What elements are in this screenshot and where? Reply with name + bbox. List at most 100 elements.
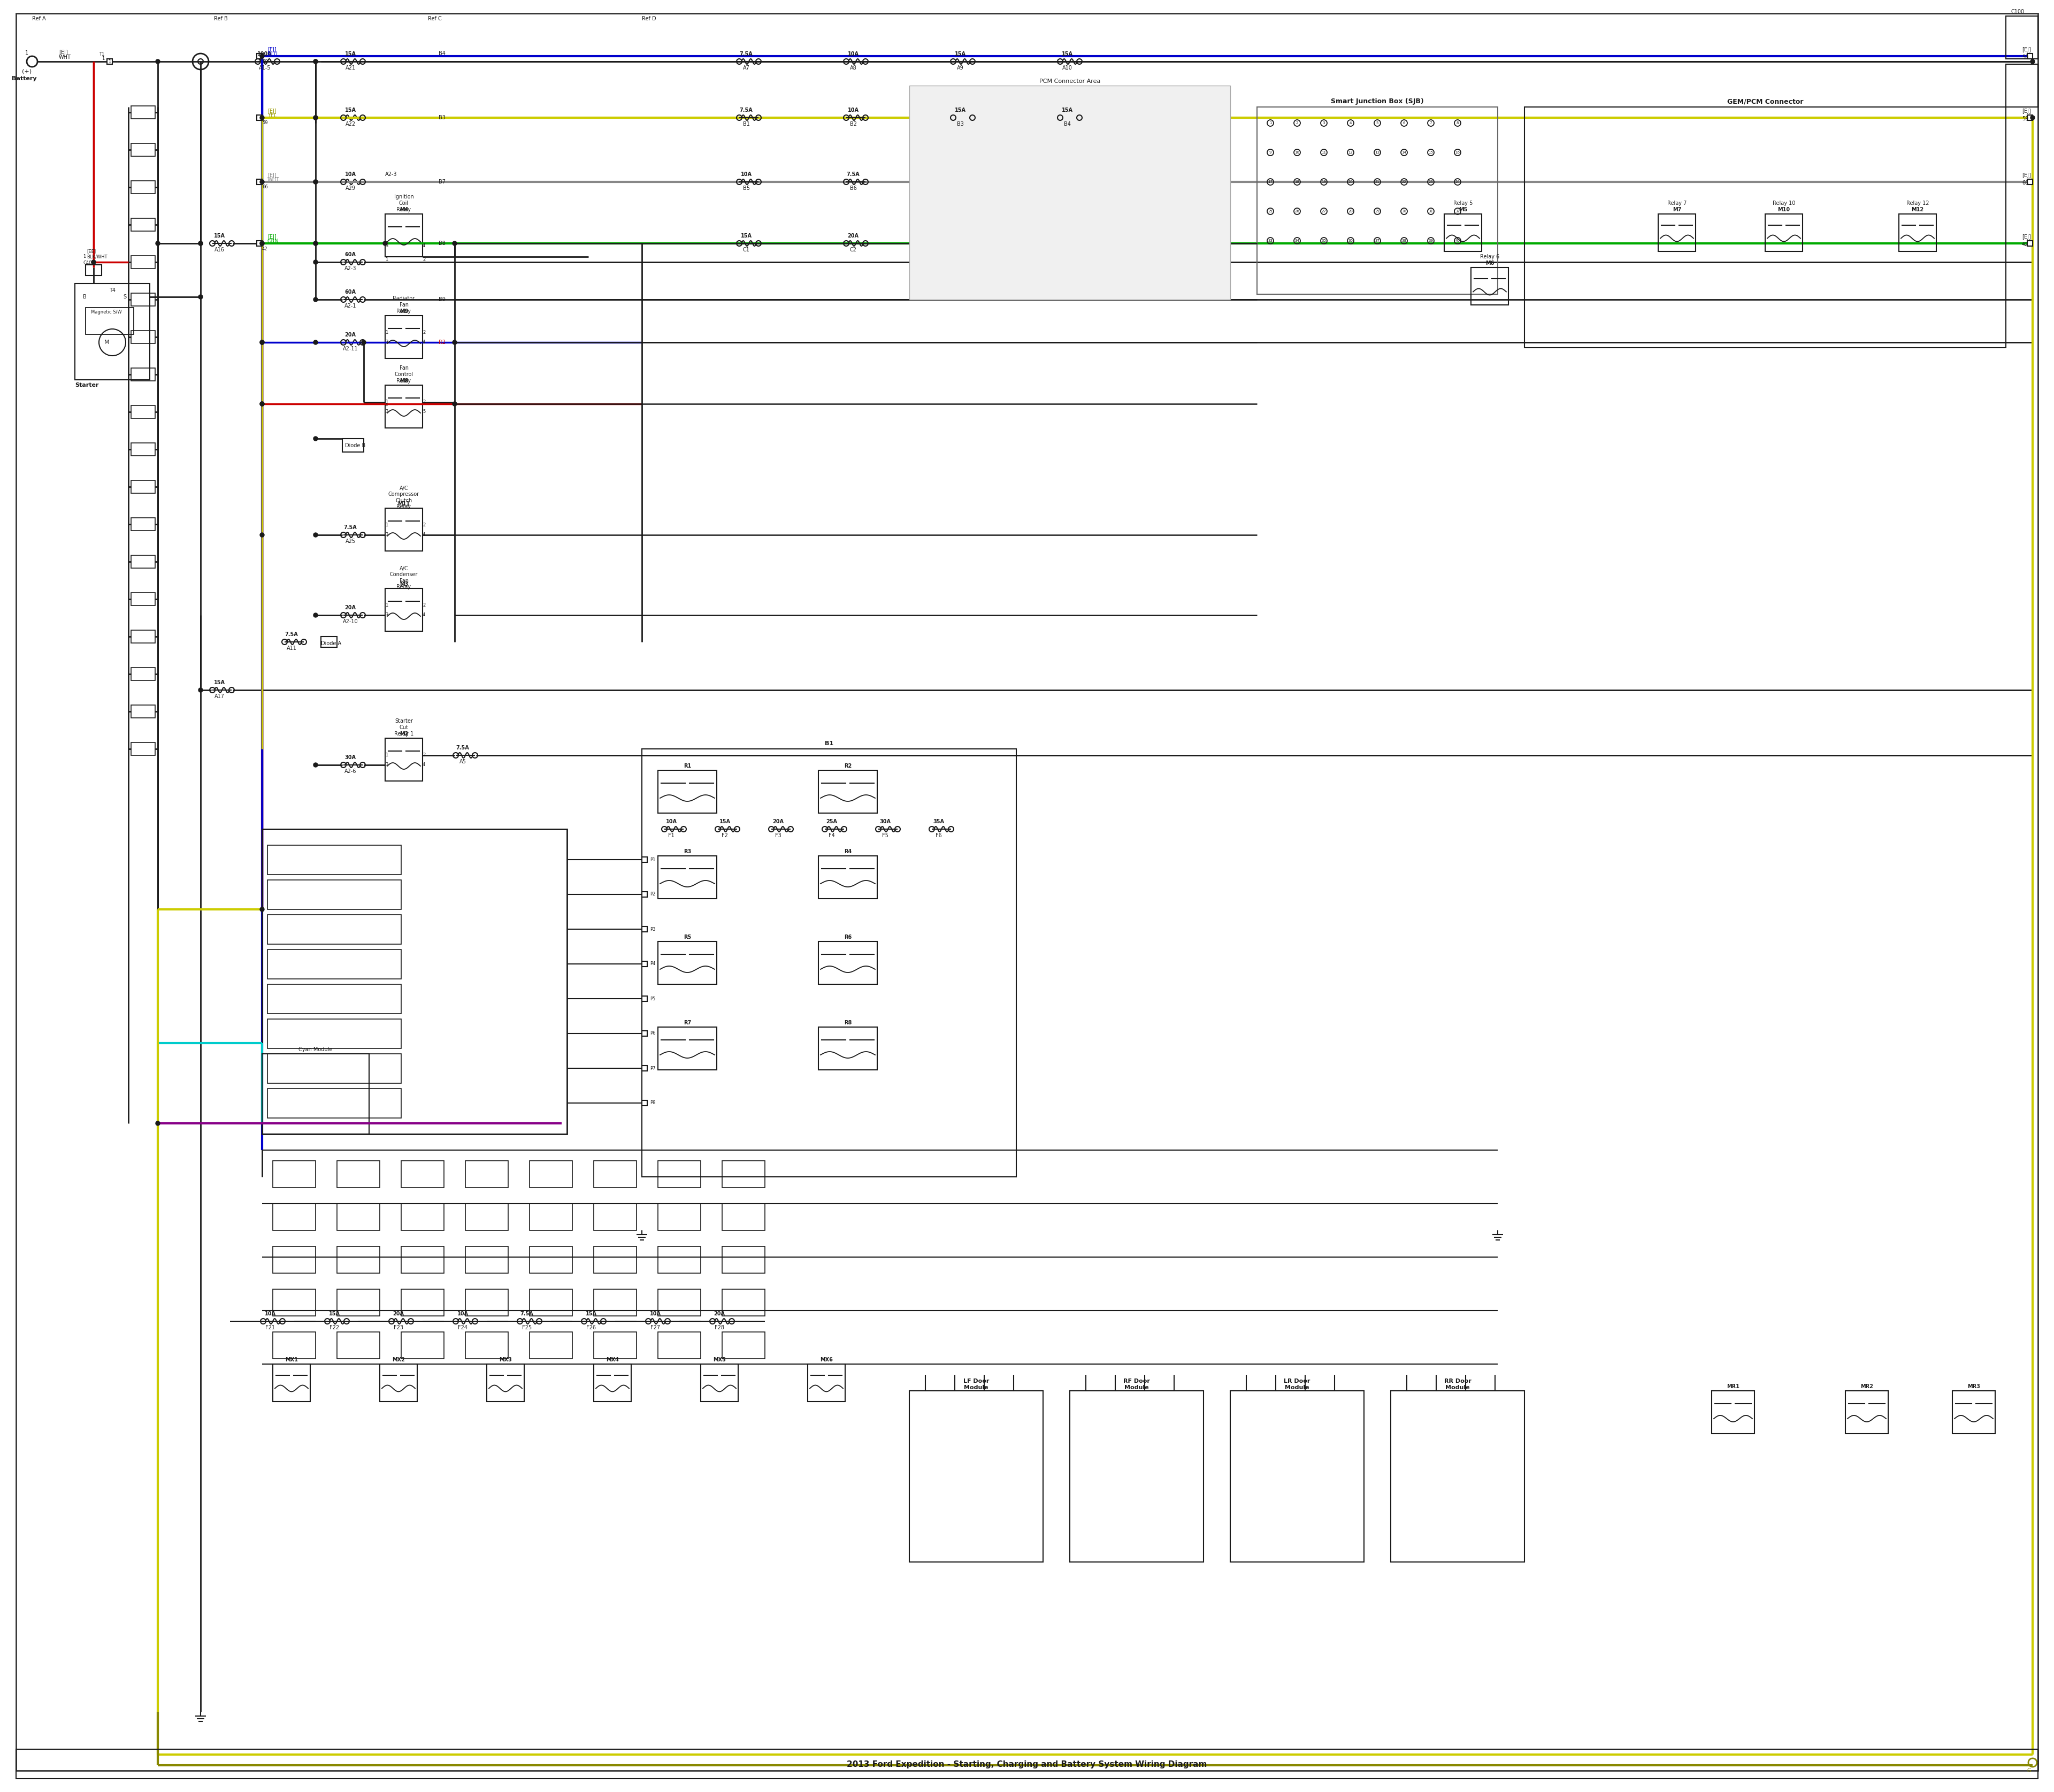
Bar xyxy=(386,385,423,428)
Text: 42: 42 xyxy=(263,246,267,251)
Circle shape xyxy=(314,532,318,538)
Text: A8: A8 xyxy=(850,65,857,70)
Circle shape xyxy=(314,763,318,767)
Bar xyxy=(267,846,401,874)
Text: BLU: BLU xyxy=(267,52,277,57)
Text: [EJ]: [EJ] xyxy=(267,109,277,115)
Bar xyxy=(131,405,156,418)
Text: 15A: 15A xyxy=(1062,108,1072,113)
Bar xyxy=(723,1331,764,1358)
Bar xyxy=(1471,267,1508,305)
Text: 40: 40 xyxy=(1454,238,1460,242)
Text: M9: M9 xyxy=(398,308,409,314)
Bar xyxy=(657,857,717,898)
Circle shape xyxy=(261,907,265,912)
Text: 28: 28 xyxy=(1347,210,1354,213)
Text: F6: F6 xyxy=(937,833,943,839)
Text: Radiator
Fan
Relay: Radiator Fan Relay xyxy=(392,296,415,314)
Text: 6: 6 xyxy=(1403,122,1405,125)
Text: M5: M5 xyxy=(1458,208,1467,213)
Text: WHT: WHT xyxy=(60,54,72,59)
Text: 4: 4 xyxy=(386,403,388,409)
Bar xyxy=(466,1247,507,1272)
Bar xyxy=(257,240,263,246)
Text: 31: 31 xyxy=(1428,210,1434,213)
Text: B1: B1 xyxy=(744,122,750,127)
Text: 10A: 10A xyxy=(265,1312,275,1317)
Text: [EJ]: [EJ] xyxy=(2021,235,2031,240)
Text: 33: 33 xyxy=(1267,238,1273,242)
Text: 15A: 15A xyxy=(719,819,731,824)
Bar xyxy=(401,1288,444,1315)
Text: R3: R3 xyxy=(684,849,690,855)
Bar xyxy=(337,1204,380,1231)
Text: 7.5A: 7.5A xyxy=(739,108,754,113)
Text: M: M xyxy=(105,340,109,346)
Text: 4: 4 xyxy=(423,613,425,618)
Bar xyxy=(910,1391,1043,1563)
Text: 15: 15 xyxy=(1428,151,1434,154)
Text: A22: A22 xyxy=(345,122,355,127)
Text: P6: P6 xyxy=(649,1030,655,1036)
Bar xyxy=(131,742,156,754)
Text: 15A: 15A xyxy=(741,233,752,238)
Bar xyxy=(594,1331,637,1358)
Text: 14: 14 xyxy=(1401,151,1407,154)
Bar xyxy=(1898,213,1937,251)
Bar xyxy=(657,1161,700,1188)
Text: 1: 1 xyxy=(386,330,388,335)
Text: 1: 1 xyxy=(109,59,111,65)
Circle shape xyxy=(261,242,265,246)
Bar xyxy=(401,1331,444,1358)
Text: GRN: GRN xyxy=(267,238,279,244)
Text: F4: F4 xyxy=(828,833,834,839)
Circle shape xyxy=(199,688,203,692)
Text: 4: 4 xyxy=(1349,122,1352,125)
Text: 15A: 15A xyxy=(214,233,226,238)
Text: B4: B4 xyxy=(1064,122,1070,127)
Text: 7.5A: 7.5A xyxy=(520,1312,534,1317)
Circle shape xyxy=(314,242,318,246)
Bar xyxy=(401,1161,444,1188)
Bar xyxy=(267,950,401,978)
Text: 32: 32 xyxy=(1454,210,1460,213)
Text: F5: F5 xyxy=(881,833,889,839)
Text: 15A: 15A xyxy=(345,108,355,113)
Bar xyxy=(16,1749,2038,1779)
Bar xyxy=(2007,65,2038,108)
Text: C1: C1 xyxy=(744,247,750,253)
Text: [EE]
BLK/WHT: [EE] BLK/WHT xyxy=(86,249,107,260)
Bar xyxy=(131,704,156,719)
Text: 15A: 15A xyxy=(955,52,965,57)
Text: Relay 12: Relay 12 xyxy=(1906,201,1929,206)
Text: A25: A25 xyxy=(345,539,355,545)
Text: 7.5A: 7.5A xyxy=(739,52,754,57)
Circle shape xyxy=(452,401,456,407)
Text: 3: 3 xyxy=(386,410,388,414)
Text: Ref B: Ref B xyxy=(214,16,228,22)
Text: F26: F26 xyxy=(585,1324,596,1330)
Text: 7: 7 xyxy=(1430,122,1432,125)
Text: T4: T4 xyxy=(109,289,115,294)
Text: Diode A: Diode A xyxy=(320,642,341,647)
Text: MX2: MX2 xyxy=(392,1357,405,1362)
Text: A/C
Condenser
Fan
Relay: A/C Condenser Fan Relay xyxy=(390,566,417,590)
Bar xyxy=(530,1331,573,1358)
Bar xyxy=(641,892,647,898)
Text: 13: 13 xyxy=(1374,151,1380,154)
Text: 7.5A: 7.5A xyxy=(286,633,298,638)
Bar xyxy=(1391,1391,1524,1563)
Circle shape xyxy=(199,242,203,246)
Bar xyxy=(257,179,263,185)
Bar xyxy=(273,1161,316,1188)
Text: 9: 9 xyxy=(1269,151,1271,154)
Text: A/C
Compressor
Clutch
Relay: A/C Compressor Clutch Relay xyxy=(388,486,419,509)
Circle shape xyxy=(314,179,318,185)
Bar xyxy=(641,961,647,966)
Text: [EJ]: [EJ] xyxy=(2021,47,2031,52)
Bar xyxy=(817,941,877,984)
Bar xyxy=(263,1054,370,1134)
Text: 15A: 15A xyxy=(585,1312,596,1317)
Bar xyxy=(131,480,156,493)
Text: 5: 5 xyxy=(1376,122,1378,125)
